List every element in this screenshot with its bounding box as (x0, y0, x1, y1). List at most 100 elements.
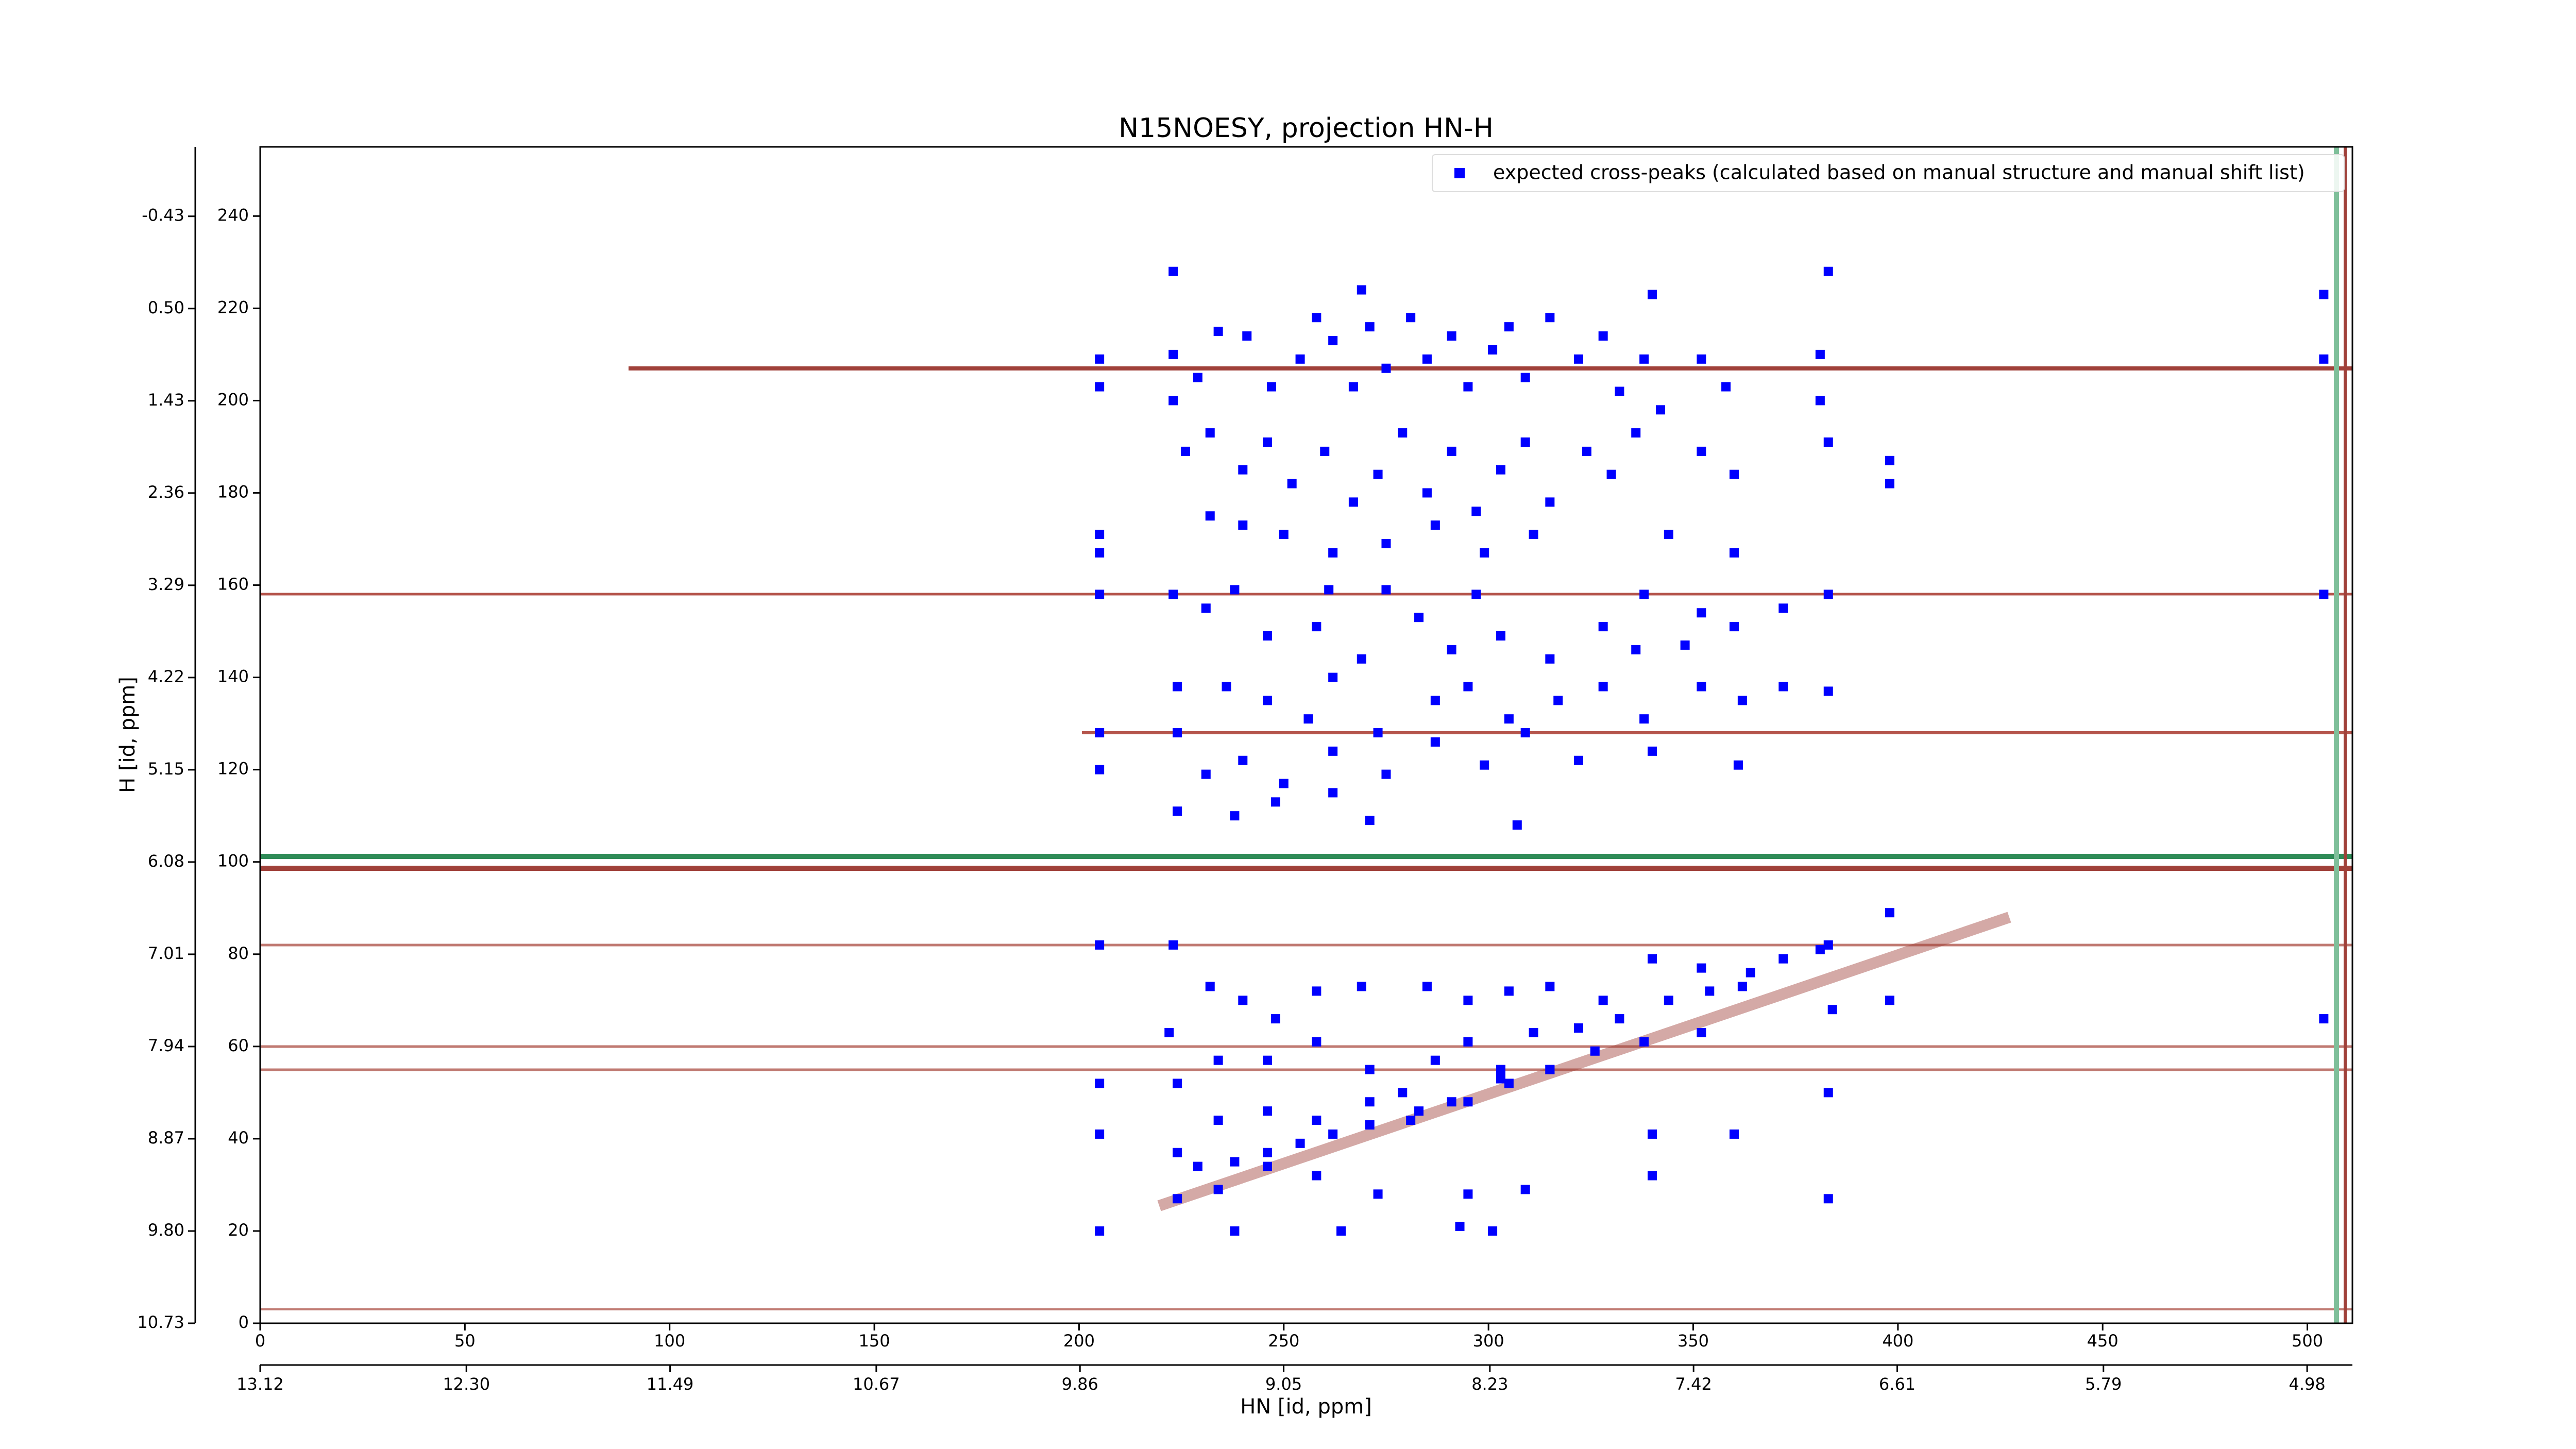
cross-peak (1488, 1226, 1498, 1236)
cross-peak (1631, 428, 1641, 438)
cross-peak (1328, 788, 1338, 798)
cross-peak (1455, 1221, 1465, 1231)
cross-peak (1095, 589, 1105, 599)
cross-peak (1213, 327, 1223, 336)
legend-box (1432, 154, 2345, 192)
y2-tick-label: 9.80 (148, 1220, 184, 1240)
y2-tick-label: 4.22 (148, 667, 184, 686)
cross-peak (1447, 446, 1456, 456)
cross-peak (1504, 322, 1514, 332)
cross-peak (1173, 806, 1182, 816)
cross-peak (1263, 696, 1273, 705)
cross-peak (1168, 396, 1178, 406)
x2-tick-label: 11.49 (647, 1374, 694, 1394)
cross-peak (1193, 373, 1202, 382)
cross-peak (1721, 382, 1731, 392)
cross-peak (1648, 1129, 1657, 1139)
cross-peak (1553, 696, 1563, 705)
cross-peak (1365, 816, 1375, 825)
cross-peak (1504, 1079, 1514, 1088)
cross-peak (1263, 631, 1273, 641)
cross-peak (1270, 797, 1280, 807)
cross-peak (1422, 488, 1432, 498)
cross-peak (1529, 530, 1538, 540)
cross-peak (1168, 589, 1178, 599)
cross-peak (1095, 530, 1105, 540)
cross-peak (1606, 469, 1616, 479)
cross-peak (1205, 428, 1215, 438)
cross-peak (1095, 1226, 1105, 1236)
cross-peak (1238, 755, 1248, 765)
y2-tick-label: 6.08 (148, 851, 184, 871)
cross-peak (1545, 982, 1555, 991)
cross-peak (1496, 465, 1505, 475)
cross-peak (1615, 386, 1624, 396)
cross-peak (1095, 728, 1105, 738)
cross-peak (1430, 520, 1440, 530)
cross-peak (1447, 1097, 1456, 1107)
cross-peak (1504, 714, 1514, 724)
cross-peak (1205, 982, 1215, 991)
cross-peak (1655, 405, 1665, 415)
cross-peak (1295, 354, 1305, 364)
cross-peak (1201, 603, 1211, 613)
legend: expected cross-peaks (calculated based o… (1432, 154, 2345, 192)
cross-peak (1398, 1088, 1408, 1098)
cross-peak (2319, 1014, 2329, 1024)
cross-peak (1520, 373, 1530, 382)
cross-peak (1823, 686, 1833, 696)
y-tick-label: 240 (217, 205, 249, 225)
diagonal-ridge (1157, 912, 2011, 1211)
y-tick-label: 140 (217, 667, 249, 686)
y-tick-label: 20 (228, 1220, 249, 1240)
x2-tick-label: 12.30 (443, 1374, 490, 1394)
cross-peak (1373, 728, 1383, 738)
cross-peak (1529, 1027, 1538, 1037)
x2-tick-label: 8.23 (1471, 1374, 1508, 1394)
cross-peak (1414, 613, 1424, 622)
x-tick-label: 200 (1063, 1331, 1095, 1351)
cross-peak (1648, 290, 1657, 299)
cross-peak (1287, 479, 1297, 488)
cross-peak (1295, 1138, 1305, 1148)
cross-peak (1639, 714, 1649, 724)
cross-peak (1573, 755, 1583, 765)
cross-peak (2319, 290, 2329, 299)
cross-peak (1463, 1037, 1473, 1047)
cross-peak (1729, 622, 1739, 632)
cross-peak (1496, 1074, 1505, 1084)
x-tick-label: 300 (1473, 1331, 1504, 1351)
cross-peak (1238, 996, 1248, 1005)
cross-peak (1463, 996, 1473, 1005)
cross-peak (1545, 654, 1555, 664)
cross-peak (1381, 769, 1391, 779)
cross-peak (1381, 363, 1391, 373)
cross-peak (1680, 640, 1690, 650)
y2-tick-label: -0.43 (142, 206, 184, 225)
cross-peak (1631, 645, 1641, 654)
cross-peak (1598, 622, 1608, 632)
cross-peak (1173, 682, 1182, 692)
cross-peak (1365, 1065, 1375, 1074)
cross-peak (1823, 940, 1833, 950)
cross-peak (1095, 940, 1105, 950)
cross-peak (1648, 1171, 1657, 1181)
cross-peak (1471, 507, 1481, 516)
cross-peak (1573, 354, 1583, 364)
cross-peak (1778, 603, 1788, 613)
cross-peak (1381, 585, 1391, 595)
cross-peak (1279, 779, 1289, 788)
cross-peak (1095, 548, 1105, 558)
cross-peak (1639, 589, 1649, 599)
y-tick-label: 100 (217, 851, 249, 871)
cross-peak (2319, 354, 2329, 364)
cross-peak (1279, 530, 1289, 540)
y-axis-label: H [id, ppm] (116, 677, 140, 793)
x2-tick-label: 7.42 (1675, 1374, 1712, 1394)
cross-peak (1664, 996, 1673, 1005)
cross-peak (1095, 354, 1105, 364)
cross-peak (1414, 1106, 1424, 1116)
cross-peak (1615, 1014, 1624, 1024)
cross-peak (1471, 589, 1481, 599)
cross-peak (1263, 1161, 1273, 1171)
